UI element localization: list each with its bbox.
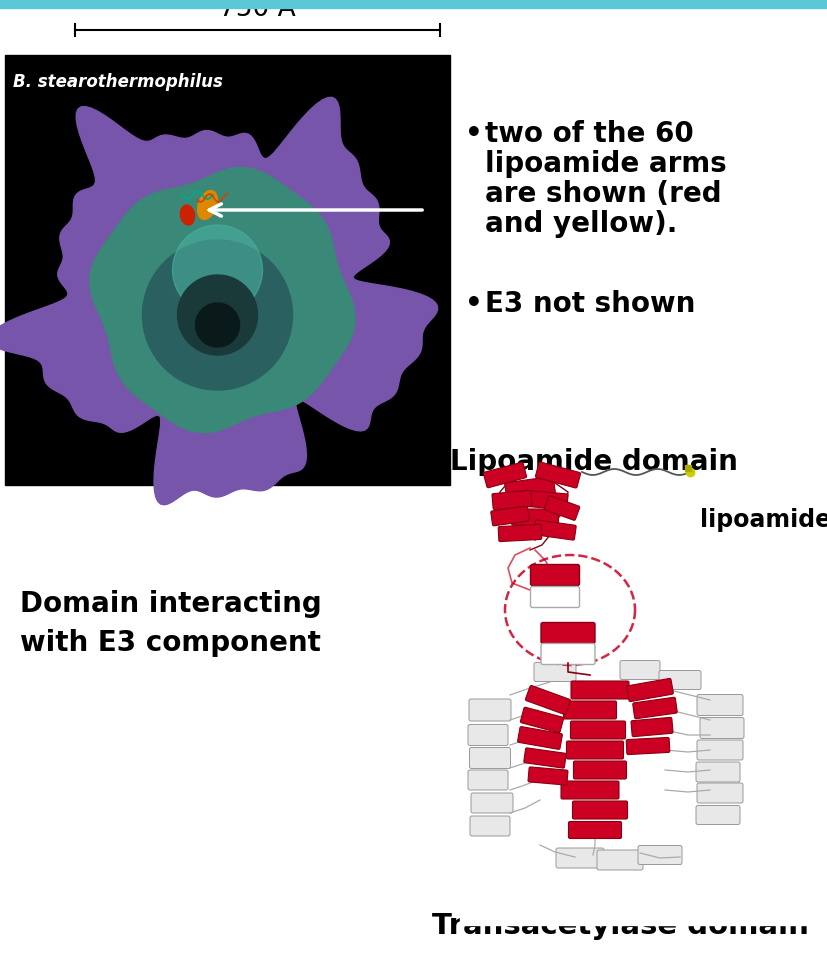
FancyBboxPatch shape	[619, 660, 659, 680]
Text: E3 not shown: E3 not shown	[485, 290, 695, 318]
Text: are shown (red: are shown (red	[485, 180, 721, 208]
Polygon shape	[0, 97, 437, 505]
Text: Domain interacting
with E3 component: Domain interacting with E3 component	[20, 590, 322, 657]
FancyBboxPatch shape	[596, 850, 643, 870]
FancyBboxPatch shape	[540, 644, 595, 664]
FancyBboxPatch shape	[568, 821, 621, 839]
Text: Lipoamide domain: Lipoamide domain	[449, 448, 737, 476]
FancyBboxPatch shape	[570, 721, 624, 739]
FancyBboxPatch shape	[530, 586, 579, 607]
Polygon shape	[90, 168, 355, 433]
FancyBboxPatch shape	[638, 845, 681, 865]
FancyBboxPatch shape	[533, 520, 576, 540]
FancyBboxPatch shape	[525, 685, 570, 714]
FancyBboxPatch shape	[523, 748, 566, 768]
FancyBboxPatch shape	[540, 623, 595, 644]
FancyBboxPatch shape	[571, 681, 629, 699]
FancyBboxPatch shape	[699, 717, 743, 738]
FancyBboxPatch shape	[555, 848, 603, 868]
FancyBboxPatch shape	[632, 697, 676, 719]
FancyBboxPatch shape	[470, 816, 509, 836]
FancyBboxPatch shape	[563, 701, 616, 719]
Circle shape	[195, 303, 239, 347]
FancyBboxPatch shape	[573, 761, 626, 779]
Text: •: •	[465, 290, 482, 318]
FancyBboxPatch shape	[521, 490, 567, 510]
FancyBboxPatch shape	[696, 762, 739, 782]
Ellipse shape	[198, 191, 218, 220]
FancyBboxPatch shape	[528, 767, 567, 785]
FancyBboxPatch shape	[511, 509, 558, 525]
FancyBboxPatch shape	[483, 463, 526, 488]
FancyBboxPatch shape	[468, 699, 510, 721]
Text: Transacetylase domain: Transacetylase domain	[431, 912, 807, 940]
FancyBboxPatch shape	[467, 770, 508, 790]
FancyBboxPatch shape	[530, 565, 579, 585]
FancyBboxPatch shape	[491, 491, 532, 510]
FancyBboxPatch shape	[520, 708, 563, 733]
FancyBboxPatch shape	[498, 524, 541, 542]
Bar	[0, 0, 827, 8]
FancyBboxPatch shape	[696, 783, 742, 803]
FancyBboxPatch shape	[696, 694, 742, 715]
Text: 750 Å: 750 Å	[219, 0, 295, 22]
Text: and yellow).: and yellow).	[485, 210, 676, 238]
FancyBboxPatch shape	[658, 671, 700, 689]
FancyBboxPatch shape	[630, 717, 672, 736]
FancyBboxPatch shape	[626, 679, 672, 702]
FancyBboxPatch shape	[467, 725, 508, 745]
Bar	[460, 660, 819, 925]
FancyBboxPatch shape	[696, 740, 742, 760]
FancyBboxPatch shape	[566, 741, 623, 759]
Text: •: •	[465, 120, 482, 148]
Text: two of the 60: two of the 60	[485, 120, 693, 148]
FancyBboxPatch shape	[504, 476, 555, 499]
FancyBboxPatch shape	[625, 737, 669, 755]
Circle shape	[177, 275, 257, 355]
FancyBboxPatch shape	[535, 462, 580, 488]
FancyBboxPatch shape	[469, 747, 510, 768]
FancyBboxPatch shape	[517, 727, 562, 749]
Text: lipoamide arms: lipoamide arms	[485, 150, 726, 178]
Text: lipoamide: lipoamide	[699, 508, 827, 532]
FancyBboxPatch shape	[533, 662, 576, 682]
Circle shape	[172, 225, 262, 315]
Bar	[5, 55, 449, 485]
FancyBboxPatch shape	[571, 801, 627, 819]
FancyBboxPatch shape	[471, 793, 513, 813]
FancyBboxPatch shape	[490, 506, 528, 525]
FancyBboxPatch shape	[561, 781, 619, 799]
Text: B. stearothermophilus: B. stearothermophilus	[13, 73, 222, 91]
FancyBboxPatch shape	[696, 806, 739, 824]
Circle shape	[142, 240, 292, 390]
Ellipse shape	[180, 205, 194, 225]
FancyBboxPatch shape	[543, 495, 579, 521]
